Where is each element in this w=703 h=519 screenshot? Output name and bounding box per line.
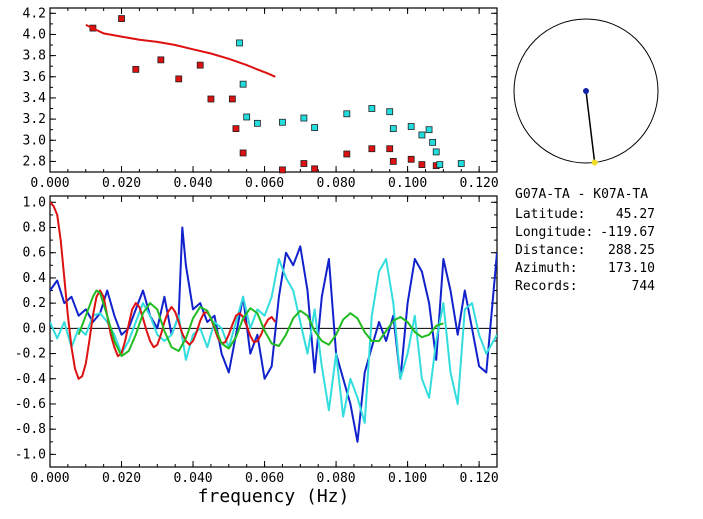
x-tick-label: 0.120 <box>460 176 499 191</box>
info-value: 744 <box>632 279 656 294</box>
y-tick-label: 4.0 <box>23 27 46 42</box>
data-point-marker <box>368 145 376 153</box>
x-tick-label: 0.000 <box>30 176 69 191</box>
data-point-marker <box>254 119 261 127</box>
info-value: -119.67 <box>600 225 655 240</box>
data-point-marker <box>279 118 286 126</box>
data-point-marker <box>368 105 376 112</box>
data-point-marker <box>457 160 465 167</box>
data-point-marker <box>300 160 308 167</box>
info-label: Records: <box>515 279 578 294</box>
y-tick-label: -0.4 <box>15 372 46 387</box>
x-tick-label: 0.080 <box>317 471 356 486</box>
x-tick-label: 0.040 <box>173 471 212 486</box>
data-point-marker <box>175 75 183 83</box>
data-point-marker <box>239 80 247 88</box>
remote-station-dot <box>591 159 598 166</box>
data-point-marker <box>407 123 415 130</box>
x-tick-label: 0.040 <box>173 176 212 191</box>
y-tick-label: 4.2 <box>23 6 46 21</box>
info-label: Distance: <box>515 243 585 258</box>
x-tick-label: 0.100 <box>388 176 427 191</box>
data-point-marker <box>386 108 394 116</box>
center-station-dot <box>583 88 589 94</box>
data-point-marker <box>207 95 215 103</box>
data-point-marker <box>132 65 140 73</box>
data-point-marker <box>311 124 319 131</box>
station-pair-title: G07A-TA - K07A-TA <box>515 187 648 202</box>
data-point-marker <box>432 148 440 156</box>
y-tick-label: 1.0 <box>23 195 46 210</box>
data-point-marker <box>425 126 433 134</box>
info-label: Azimuth: <box>515 261 578 276</box>
y-tick-label: 0.2 <box>23 296 46 311</box>
velocity-panel-frame <box>49 7 498 173</box>
data-point-marker <box>389 125 397 133</box>
data-point-marker <box>239 149 247 157</box>
info-label: Longitude: <box>515 225 593 240</box>
y-tick-label: 0.6 <box>23 246 46 261</box>
y-tick-label: -0.8 <box>15 422 46 437</box>
data-point-marker <box>118 15 125 22</box>
x-axis-label: frequency (Hz) <box>198 486 350 507</box>
y-tick-label: 0.4 <box>23 271 47 286</box>
info-value: 173.10 <box>608 261 655 276</box>
data-point-marker <box>389 158 397 165</box>
info-value: 288.25 <box>608 243 655 258</box>
x-tick-label: 0.000 <box>30 471 69 486</box>
info-value: 45.27 <box>616 207 655 222</box>
y-tick-label: -0.6 <box>15 397 46 412</box>
data-point-marker <box>300 114 308 122</box>
data-point-marker <box>243 113 251 121</box>
data-point-marker <box>279 166 286 174</box>
data-point-marker <box>232 125 240 133</box>
x-tick-label: 0.060 <box>245 176 284 191</box>
station-info: G07A-TA - K07A-TA Latitude: 45.27 Longitud… <box>515 187 655 294</box>
x-tick-label: 0.060 <box>245 471 284 486</box>
y-tick-label: 3.8 <box>23 49 46 64</box>
data-point-marker <box>407 155 415 163</box>
azimuth-inset <box>513 18 659 166</box>
correlation-panel-frame <box>49 195 498 468</box>
y-tick-label: 3.0 <box>23 133 46 148</box>
data-point-marker <box>196 61 204 69</box>
azimuth-line <box>585 90 596 163</box>
data-point-marker <box>236 39 243 47</box>
data-point-marker <box>429 138 437 146</box>
data-point-marker <box>311 165 319 173</box>
x-tick-label: 0.020 <box>102 471 141 486</box>
x-tick-label: 0.020 <box>102 176 141 191</box>
y-tick-label: 3.4 <box>23 91 47 106</box>
dispersion-fit-curve <box>85 23 276 78</box>
velocity-panel-axes: 0.000 0.020 0.040 0.060 0.080 0.100 0.120 2.8 3.… <box>23 6 499 191</box>
info-label: Latitude: <box>515 207 585 222</box>
data-point-marker <box>418 131 426 139</box>
y-tick-label: 3.2 <box>23 112 46 127</box>
x-tick-label: 0.100 <box>388 471 427 486</box>
data-point-marker <box>157 56 165 64</box>
velocity-panel: 0.000 0.020 0.040 0.060 0.080 0.100 0.120 2.8 3.… <box>23 6 499 191</box>
correlation-series-line <box>50 201 277 380</box>
x-tick-label: 0.120 <box>460 471 499 486</box>
y-tick-label: 0.8 <box>23 221 46 236</box>
correlation-series-line <box>77 289 444 358</box>
data-point-marker <box>436 161 444 168</box>
correlation-series-line <box>50 258 497 424</box>
data-point-marker <box>343 110 351 118</box>
y-tick-label: 0.0 <box>23 321 46 336</box>
data-point-marker <box>343 150 351 158</box>
correlation-panel: 0.000 0.020 0.040 0.060 0.080 0.100 0.120 1.0 0.… <box>15 195 499 507</box>
data-point-marker <box>418 161 426 168</box>
y-tick-label: 2.8 <box>23 154 46 169</box>
correlation-panel-plot <box>50 201 497 443</box>
data-point-marker <box>228 95 236 103</box>
y-tick-label: -0.2 <box>15 347 46 362</box>
velocity-panel-plot <box>85 15 465 174</box>
data-point-marker <box>386 145 394 153</box>
correlation-series-line <box>50 226 497 443</box>
y-tick-label: 3.6 <box>23 70 46 85</box>
y-tick-label: -1.0 <box>15 447 46 462</box>
x-tick-label: 0.080 <box>317 176 356 191</box>
